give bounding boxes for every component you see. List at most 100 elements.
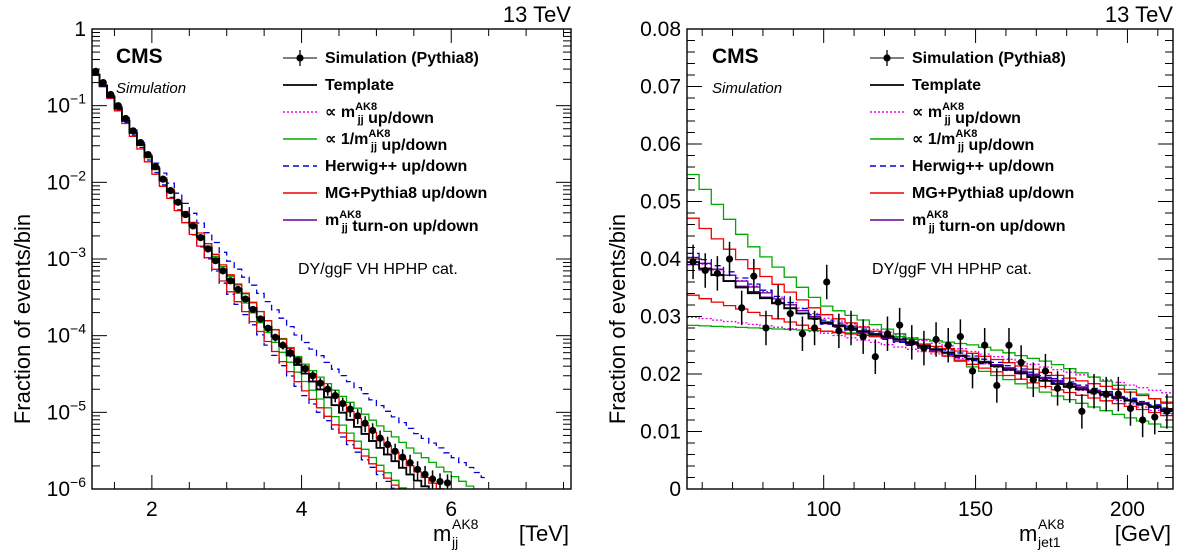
data-point xyxy=(264,325,271,332)
svg-text:MG+Pythia8 up/down: MG+Pythia8 up/down xyxy=(912,185,1074,202)
data-point xyxy=(444,474,451,489)
data-point xyxy=(160,176,167,183)
data-point xyxy=(369,423,376,439)
svg-text:Template: Template xyxy=(912,77,981,94)
legend-entry-mg: MG+Pythia8 up/down xyxy=(870,185,1074,202)
data-point xyxy=(130,127,137,134)
y-tick-label: 0.06 xyxy=(640,133,681,156)
y-tick-label: 0.01 xyxy=(640,421,681,444)
data-point xyxy=(689,245,696,280)
data-point xyxy=(908,325,915,360)
simulation-label: Simulation xyxy=(712,80,782,97)
data-point xyxy=(174,199,181,206)
data-point xyxy=(436,473,443,489)
data-point xyxy=(406,455,413,474)
legend-entry-turnon: mAK8 jj turn-on up/down xyxy=(283,209,479,235)
y-tick-label: 0.04 xyxy=(640,248,681,271)
legend-entry-mjj: ∝ mAK8 jj up/down xyxy=(870,101,1021,127)
svg-text:Herwig++ up/down: Herwig++ up/down xyxy=(912,158,1054,175)
data-point xyxy=(152,163,159,170)
y-tick-label: 1 xyxy=(74,18,86,41)
x-tick-label: 200 xyxy=(1110,498,1145,521)
energy-label: 13 TeV xyxy=(503,2,571,27)
data-point xyxy=(421,466,428,486)
data-point xyxy=(347,403,354,417)
data-point xyxy=(167,187,174,194)
data-point xyxy=(107,91,114,98)
data-point xyxy=(702,253,709,288)
data-point xyxy=(1090,374,1097,409)
right-panel: 100 150 20000.010.020.030.040.050.060.070.… xyxy=(605,2,1173,550)
data-point xyxy=(279,341,286,349)
svg-text:Herwig++ up/down: Herwig++ up/down xyxy=(325,158,467,175)
simulation-label: Simulation xyxy=(116,80,186,97)
data-point xyxy=(227,277,234,284)
data-point xyxy=(823,265,830,300)
data-point xyxy=(100,79,107,86)
y-tick-label: 0.07 xyxy=(640,76,681,99)
data-point xyxy=(414,461,421,480)
legend-entry-mjj: ∝ mAK8 jj up/down xyxy=(283,101,434,127)
legend-entry-mg: MG+Pythia8 up/down xyxy=(283,185,487,202)
left-panel: 2 4 6 1 10−1 10−2 10−3 10−4 10−5 10−6 Fraction of … xyxy=(10,2,571,556)
svg-text:MG+Pythia8 up/down: MG+Pythia8 up/down xyxy=(325,185,487,202)
legend-entry-template: Template xyxy=(870,77,981,94)
data-point xyxy=(1030,363,1037,398)
data-point xyxy=(197,234,204,241)
data-point xyxy=(1127,391,1134,426)
data-point xyxy=(981,328,988,363)
data-point xyxy=(392,444,399,462)
svg-text:mAK8jj turn-on up/down: mAK8 jj turn-on up/down xyxy=(912,209,1066,235)
data-point xyxy=(884,317,891,352)
x-tick-label: 2 xyxy=(146,498,158,521)
cms-label: CMS xyxy=(712,45,759,68)
y-axis-label: Fraction of events/bin xyxy=(605,214,630,424)
data-point xyxy=(1139,403,1146,438)
y-tick-label: 10−1 xyxy=(47,91,87,118)
data-point xyxy=(1078,394,1085,429)
data-point xyxy=(1163,394,1170,429)
data-point xyxy=(920,331,927,366)
svg-text:Simulation (Pythia8): Simulation (Pythia8) xyxy=(325,50,479,67)
y-tick-label: 10−5 xyxy=(47,397,87,424)
data-point xyxy=(1103,377,1110,412)
data-point xyxy=(212,257,219,264)
legend-entry-turnon: mAK8 jj turn-on up/down xyxy=(870,209,1066,235)
y-axis-label: Fraction of events/bin xyxy=(10,214,35,424)
data-point xyxy=(787,296,794,331)
data-point xyxy=(272,334,279,342)
y-tick-label: 10−3 xyxy=(47,244,87,271)
svg-text:[GeV]: [GeV] xyxy=(1115,521,1171,546)
data-point xyxy=(234,286,241,293)
legend-entry-herwig: Herwig++ up/down xyxy=(870,158,1054,175)
data-point xyxy=(242,295,249,302)
category-label: DY/ggF VH HPHP cat. xyxy=(872,261,1032,278)
y-tick-label: 10−6 xyxy=(47,474,87,501)
svg-text:Simulation (Pythia8): Simulation (Pythia8) xyxy=(912,50,1066,67)
data-point xyxy=(145,151,152,158)
x-tick-label: 4 xyxy=(296,498,308,521)
legend-entry-sim: Simulation (Pythia8) xyxy=(870,50,1066,67)
legend-entry-herwig: Herwig++ up/down xyxy=(283,158,467,175)
svg-text:AK8: AK8 xyxy=(1038,516,1065,532)
legend-entry-inv_mjj: ∝ 1/mAK8 jj up/down xyxy=(870,128,1034,154)
data-point xyxy=(122,115,129,122)
x-tick-label: 150 xyxy=(958,498,993,521)
data-point xyxy=(1005,328,1012,363)
data-point xyxy=(249,306,256,313)
plot-frame xyxy=(687,29,1173,489)
data-point xyxy=(993,368,1000,403)
data-point xyxy=(750,259,757,294)
y-tick-label: 10−4 xyxy=(47,321,87,348)
data-point xyxy=(1066,368,1073,403)
svg-text:jet1: jet1 xyxy=(1037,534,1061,550)
data-point xyxy=(945,328,952,363)
data-point xyxy=(1042,354,1049,389)
y-tick-label: 0.02 xyxy=(640,363,681,386)
data-point xyxy=(115,102,122,109)
data-point xyxy=(354,409,361,424)
legend-entry-sim: Simulation (Pythia8) xyxy=(283,50,479,67)
